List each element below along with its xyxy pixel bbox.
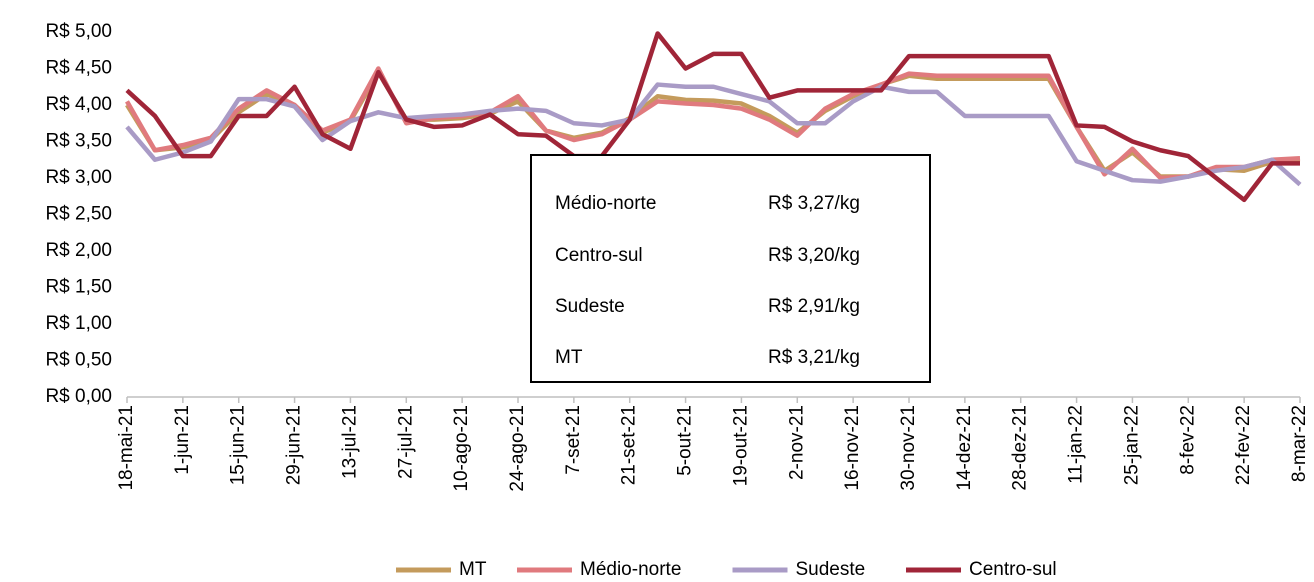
x-tick-label: 15-jun-21: [228, 405, 249, 485]
x-tick-label: 25-jan-22: [1121, 405, 1142, 485]
x-tick-label: 2-nov-21: [786, 405, 807, 480]
legend-label: MT: [459, 559, 487, 580]
annotation-price: R$ 2,91/kg: [768, 296, 860, 317]
x-tick-label: 27-jul-21: [395, 405, 416, 479]
y-tick-label: R$ 2,00: [45, 240, 112, 261]
x-tick-label: 8-fev-22: [1177, 405, 1198, 475]
y-tick-label: R$ 5,00: [45, 21, 112, 42]
x-tick-label: 28-dez-21: [1010, 405, 1031, 491]
x-tick-label: 29-jun-21: [284, 405, 305, 485]
y-tick-label: R$ 4,00: [45, 94, 112, 115]
annotation-price: R$ 3,27/kg: [768, 193, 860, 214]
x-tick-label: 1-jun-21: [172, 405, 193, 475]
x-tick-label: 14-dez-21: [954, 405, 975, 491]
legend-label: Médio-norte: [580, 559, 681, 580]
annotation-region: Médio-norte: [555, 193, 656, 214]
x-tick-label: 18-mai-21: [116, 405, 137, 491]
y-tick-label: R$ 1,50: [45, 277, 112, 298]
y-tick-label: R$ 0,00: [45, 386, 112, 407]
series-line: [125, 82, 1302, 187]
y-tick-label: R$ 4,50: [45, 58, 112, 79]
legend: MT Médio-norte Sudeste Centro-sul: [396, 559, 1057, 580]
y-tick-label: R$ 1,00: [45, 313, 112, 334]
series-line: [125, 31, 1300, 203]
x-tick-label: 21-set-21: [619, 405, 640, 485]
x-tick-label: 10-ago-21: [451, 405, 472, 492]
annotation-region: Centro-sul: [555, 245, 643, 266]
legend-label: Sudeste: [796, 559, 866, 580]
annotation-region: Sudeste: [555, 296, 625, 317]
y-tick-label: R$ 3,50: [45, 131, 112, 152]
annotation-price: R$ 3,21/kg: [768, 347, 860, 368]
x-tick-label: 22-fev-22: [1233, 405, 1254, 485]
x-tick-label: 24-ago-21: [507, 405, 528, 492]
annotation-region: MT: [555, 347, 583, 368]
y-tick-label: R$ 3,00: [45, 167, 112, 188]
x-tick-label: 11-jan-22: [1066, 405, 1087, 484]
x-tick-label: 8-mar-22: [1289, 405, 1310, 482]
x-tick-label: 5-out-21: [675, 405, 696, 476]
x-tick-label: 7-set-21: [563, 405, 584, 475]
y-tick-label: R$ 2,50: [45, 204, 112, 225]
x-tick-label: 30-nov-21: [898, 405, 919, 491]
x-tick-label: 19-out-21: [730, 405, 751, 486]
annotation-box: [530, 154, 931, 383]
annotation-price: R$ 3,20/kg: [768, 245, 860, 266]
x-tick-label: 13-jul-21: [339, 405, 360, 479]
x-tick-label: 16-nov-21: [842, 405, 863, 491]
legend-label: Centro-sul: [969, 559, 1057, 580]
y-tick-label: R$ 0,50: [45, 350, 112, 371]
